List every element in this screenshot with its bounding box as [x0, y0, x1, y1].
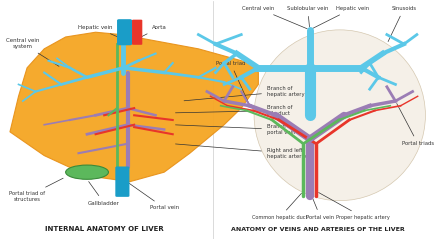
Text: ANATOMY OF VEINS AND ARTERIES OF THE LIVER: ANATOMY OF VEINS AND ARTERIES OF THE LIV…	[232, 227, 405, 232]
Text: Hepatic vein: Hepatic vein	[312, 6, 369, 29]
Text: Portal triads: Portal triads	[397, 103, 434, 146]
FancyBboxPatch shape	[117, 19, 132, 45]
Text: Right and left
hepatic arteries: Right and left hepatic arteries	[176, 144, 309, 159]
Text: Sinusoids: Sinusoids	[388, 6, 417, 42]
Text: Portal vein: Portal vein	[306, 194, 335, 220]
Text: Portal triad of
structures: Portal triad of structures	[9, 178, 63, 202]
FancyBboxPatch shape	[132, 20, 142, 45]
Text: Hepatic vein: Hepatic vein	[78, 25, 121, 38]
Text: Common hepatic duct: Common hepatic duct	[252, 193, 307, 220]
Text: Branch of
portal vein: Branch of portal vein	[176, 124, 295, 135]
Ellipse shape	[66, 165, 108, 179]
FancyBboxPatch shape	[115, 167, 130, 197]
Text: Portal vein: Portal vein	[126, 181, 179, 210]
Text: Central vein
system: Central vein system	[6, 38, 59, 66]
Text: Branch of
hepatic artery: Branch of hepatic artery	[184, 86, 305, 101]
Text: Branch of
bile duct: Branch of bile duct	[176, 105, 292, 116]
Ellipse shape	[254, 30, 426, 201]
Text: INTERNAL ANATOMY OF LIVER: INTERNAL ANATOMY OF LIVER	[45, 226, 164, 232]
Text: Gallbladder: Gallbladder	[88, 182, 120, 206]
Text: Central vein: Central vein	[242, 6, 307, 29]
Text: Portal triad: Portal triad	[216, 60, 249, 103]
Text: Sublobular vein: Sublobular vein	[287, 6, 328, 27]
Text: Aorta: Aorta	[139, 25, 167, 38]
Polygon shape	[10, 32, 258, 182]
Text: Proper hepatic artery: Proper hepatic artery	[319, 192, 390, 220]
